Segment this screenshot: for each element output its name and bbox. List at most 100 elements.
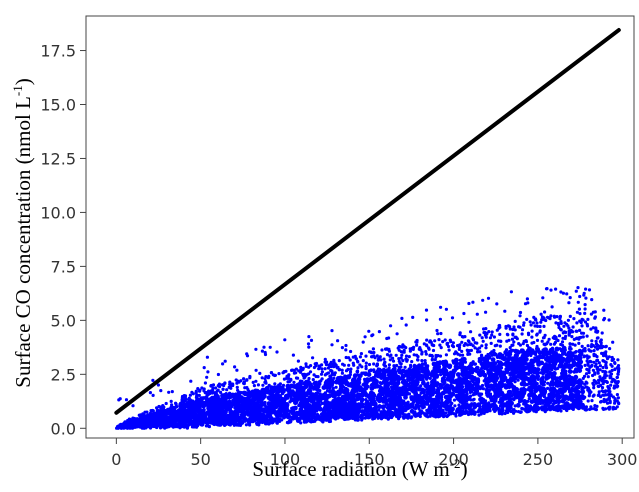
scatter-point bbox=[392, 364, 396, 368]
scatter-point bbox=[573, 374, 579, 380]
scatter-point bbox=[331, 362, 335, 367]
scatter-point bbox=[595, 404, 599, 408]
scatter-point bbox=[284, 369, 288, 373]
scatter-point bbox=[148, 391, 152, 395]
scatter-point bbox=[512, 398, 516, 402]
scatter-point bbox=[495, 302, 499, 306]
scatter-point bbox=[235, 368, 239, 372]
scatter-point bbox=[190, 390, 194, 394]
scatter-point bbox=[595, 367, 599, 371]
scatter-point bbox=[483, 331, 487, 335]
scatter-point bbox=[510, 337, 514, 341]
scatter-point bbox=[439, 373, 443, 377]
scatter-point bbox=[585, 359, 589, 363]
scatter-point bbox=[593, 310, 597, 314]
scatter-point bbox=[555, 315, 559, 319]
scatter-point bbox=[584, 296, 588, 300]
scatter-point bbox=[347, 363, 351, 367]
scatter-point bbox=[319, 372, 324, 376]
scatter-point bbox=[378, 385, 384, 391]
scatter-point bbox=[508, 346, 512, 350]
scatter-point bbox=[477, 413, 481, 417]
scatter-point bbox=[583, 363, 587, 367]
scatter-point bbox=[568, 388, 573, 394]
scatter-point bbox=[541, 368, 547, 374]
scatter-point bbox=[275, 350, 279, 354]
scatter-point bbox=[294, 411, 300, 417]
scatter-point bbox=[142, 423, 148, 429]
scatter-point bbox=[471, 337, 475, 341]
scatter-point bbox=[431, 361, 437, 367]
scatter-point bbox=[262, 345, 266, 349]
scatter-point bbox=[598, 368, 602, 372]
scatter-point bbox=[384, 381, 390, 387]
scatter-point bbox=[535, 332, 539, 336]
scatter-point bbox=[585, 354, 589, 358]
scatter-point bbox=[118, 397, 122, 401]
scatter-point bbox=[518, 397, 522, 402]
scatter-point bbox=[613, 361, 617, 365]
scatter-point bbox=[602, 308, 606, 312]
scatter-point bbox=[528, 320, 532, 324]
scatter-point bbox=[269, 396, 274, 402]
scatter-point bbox=[397, 359, 401, 363]
scatter-point bbox=[196, 387, 200, 391]
scatter-point bbox=[211, 386, 215, 390]
scatter-point bbox=[503, 350, 509, 355]
scatter-point bbox=[337, 368, 341, 372]
scatter-point bbox=[182, 415, 187, 421]
scatter-point bbox=[543, 310, 547, 314]
scatter-point bbox=[410, 360, 414, 364]
scatter-point bbox=[351, 361, 355, 365]
scatter-point bbox=[320, 363, 324, 367]
scatter-point bbox=[330, 373, 334, 377]
scatter-point bbox=[344, 381, 350, 386]
scatter-point bbox=[554, 321, 558, 325]
scatter-point bbox=[329, 368, 333, 373]
scatter-point bbox=[397, 391, 402, 397]
scatter-point bbox=[577, 307, 582, 311]
scatter-point bbox=[568, 296, 572, 300]
scatter-point bbox=[364, 398, 368, 402]
scatter-point bbox=[490, 357, 496, 362]
scatter-point bbox=[574, 350, 578, 354]
scatter-point bbox=[180, 394, 185, 399]
scatter-point bbox=[424, 352, 428, 356]
scatter-point bbox=[217, 382, 221, 386]
scatter-point bbox=[317, 416, 323, 422]
scatter-point bbox=[124, 398, 129, 402]
scatter-point bbox=[423, 359, 427, 363]
scatter-point bbox=[535, 374, 541, 379]
scatter-point bbox=[566, 324, 570, 328]
scatter-point bbox=[600, 386, 605, 390]
scatter-point bbox=[539, 312, 543, 316]
scatter-point bbox=[326, 393, 332, 399]
scatter-point bbox=[203, 381, 207, 385]
scatter-point bbox=[601, 377, 605, 381]
scatter-point bbox=[400, 399, 406, 405]
scatter-point bbox=[551, 350, 557, 356]
scatter-point bbox=[498, 397, 504, 403]
scatter-point bbox=[601, 382, 605, 386]
scatter-point bbox=[313, 362, 317, 366]
scatter-point bbox=[294, 367, 298, 371]
scatter-point bbox=[607, 392, 611, 396]
scatter-point bbox=[472, 397, 476, 401]
scatter-point bbox=[164, 401, 168, 406]
scatter-point bbox=[557, 323, 561, 327]
scatter-point bbox=[588, 391, 592, 396]
scatter-point bbox=[586, 375, 590, 379]
scatter-point bbox=[571, 330, 575, 334]
scatter-point bbox=[222, 383, 226, 388]
scatter-point bbox=[538, 324, 542, 329]
scatter-point bbox=[583, 307, 587, 311]
scatter-point bbox=[375, 396, 381, 402]
scatter-point bbox=[483, 333, 488, 337]
scatter-point bbox=[372, 350, 376, 355]
scatter-point bbox=[363, 335, 367, 339]
scatter-point bbox=[420, 359, 424, 363]
scatter-point bbox=[161, 404, 165, 408]
scatter-point bbox=[615, 375, 620, 379]
scatter-point bbox=[289, 397, 295, 403]
